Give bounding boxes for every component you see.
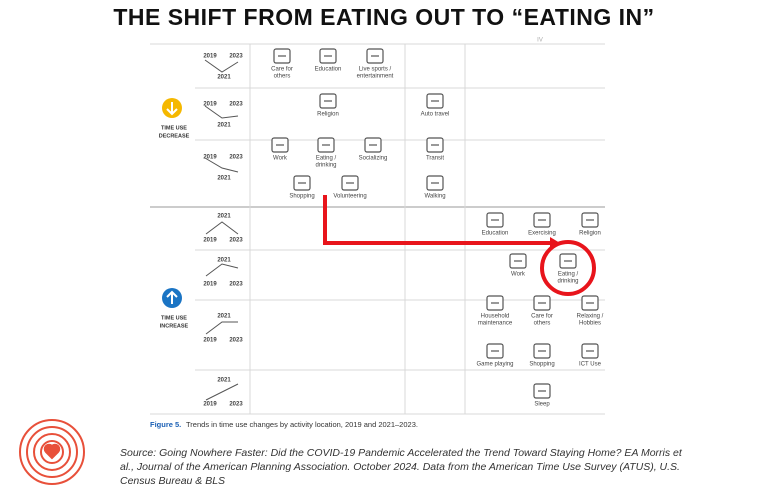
trend-year: 2019 <box>203 54 217 60</box>
group-label: TIME USE <box>161 125 187 131</box>
activity-label: maintenance <box>478 321 513 327</box>
trend-year: 2023 <box>229 54 243 60</box>
trend-line <box>204 157 239 173</box>
activity-label: Live sports / <box>359 67 392 73</box>
trend-line <box>204 59 239 73</box>
trend-year: 2019 <box>203 238 217 244</box>
trend-year: 2023 <box>229 238 243 244</box>
trend-year: 2023 <box>229 402 243 408</box>
trend-year: 2023 <box>229 155 243 161</box>
activity-label: drinking <box>557 279 578 285</box>
trend-line <box>205 221 239 235</box>
activity-label: Shopping <box>289 194 314 200</box>
activity-label: Exercising <box>528 231 556 237</box>
up-arrow <box>166 290 178 304</box>
trend-line <box>205 321 238 335</box>
activity-label: Work <box>511 272 526 278</box>
activity-label: Care for <box>271 67 293 73</box>
trend-year: 2023 <box>229 102 243 108</box>
content: 2019 2023 2021 2019 2023 2021 2019 2023 2021 2019… <box>203 48 604 408</box>
activity-label: Sleep <box>534 402 550 408</box>
activity-label: Volunteering <box>333 194 366 200</box>
activity-label: Care for <box>531 314 553 320</box>
activity-label: Work <box>273 156 288 162</box>
activity-label: Education <box>315 67 342 73</box>
activity-label: Shopping <box>529 362 554 368</box>
activity-label: Transit <box>426 156 444 162</box>
trend-year: 2019 <box>203 155 217 161</box>
activity-label: Walking <box>424 194 445 200</box>
title: THE SHIFT FROM EATING OUT TO “EATING IN” <box>113 4 654 30</box>
activity-label: Eating / <box>316 156 337 162</box>
activity-label: Socializing <box>359 156 388 162</box>
trend-year: 2021 <box>217 258 231 264</box>
activity-label: Relaxing / <box>577 314 604 320</box>
trend-year: 2023 <box>229 282 243 288</box>
caption-text: Trends in time use changes by activity l… <box>186 420 418 429</box>
activity-label: others <box>534 321 551 327</box>
source-line: al., Journal of the American Planning As… <box>120 461 680 473</box>
activity-label: drinking <box>315 163 336 169</box>
activity-label: Household <box>481 314 510 320</box>
activity-label: Game playing <box>476 362 513 368</box>
trend-year: 2019 <box>203 102 217 108</box>
activity-label: Auto travel <box>421 112 450 118</box>
trend-year: 2021 <box>217 214 231 220</box>
highlight-circle <box>540 240 596 296</box>
trend-year: 2021 <box>217 75 231 81</box>
group-label: INCREASE <box>160 323 189 329</box>
trend-line <box>204 105 239 119</box>
trend-line <box>205 263 239 277</box>
group-label: TIME USE <box>161 315 187 321</box>
down-arrow <box>166 102 178 116</box>
trend-year: 2021 <box>217 314 231 320</box>
source-line: Source: Going Nowhere Faster: Did the CO… <box>120 447 683 459</box>
highlight-arrow <box>323 195 552 245</box>
activity-label: Education <box>482 231 509 237</box>
activity-label: entertainment <box>357 74 394 80</box>
trend-year: 2021 <box>217 378 231 384</box>
activity-label: ICT Use <box>579 362 602 368</box>
activity-label: Religion <box>317 112 339 118</box>
trend-year: 2019 <box>203 402 217 408</box>
activity-label: Religion <box>579 231 601 237</box>
logo <box>19 419 85 485</box>
grid <box>150 43 605 415</box>
caption-figure: Figure 5. <box>150 420 181 429</box>
trend-year: 2019 <box>203 282 217 288</box>
trend-line <box>205 383 239 401</box>
activity-label: others <box>274 74 291 80</box>
group-label: DECREASE <box>159 133 190 139</box>
trend-year: 2023 <box>229 338 243 344</box>
column-header: IV <box>537 38 543 44</box>
activity-label: Eating / <box>558 272 579 278</box>
activity-label: Hobbies <box>579 321 601 327</box>
trend-year: 2021 <box>217 176 231 182</box>
source-line: Census Bureau & BLS <box>120 475 225 487</box>
trend-year: 2019 <box>203 338 217 344</box>
trend-year: 2021 <box>217 123 231 129</box>
